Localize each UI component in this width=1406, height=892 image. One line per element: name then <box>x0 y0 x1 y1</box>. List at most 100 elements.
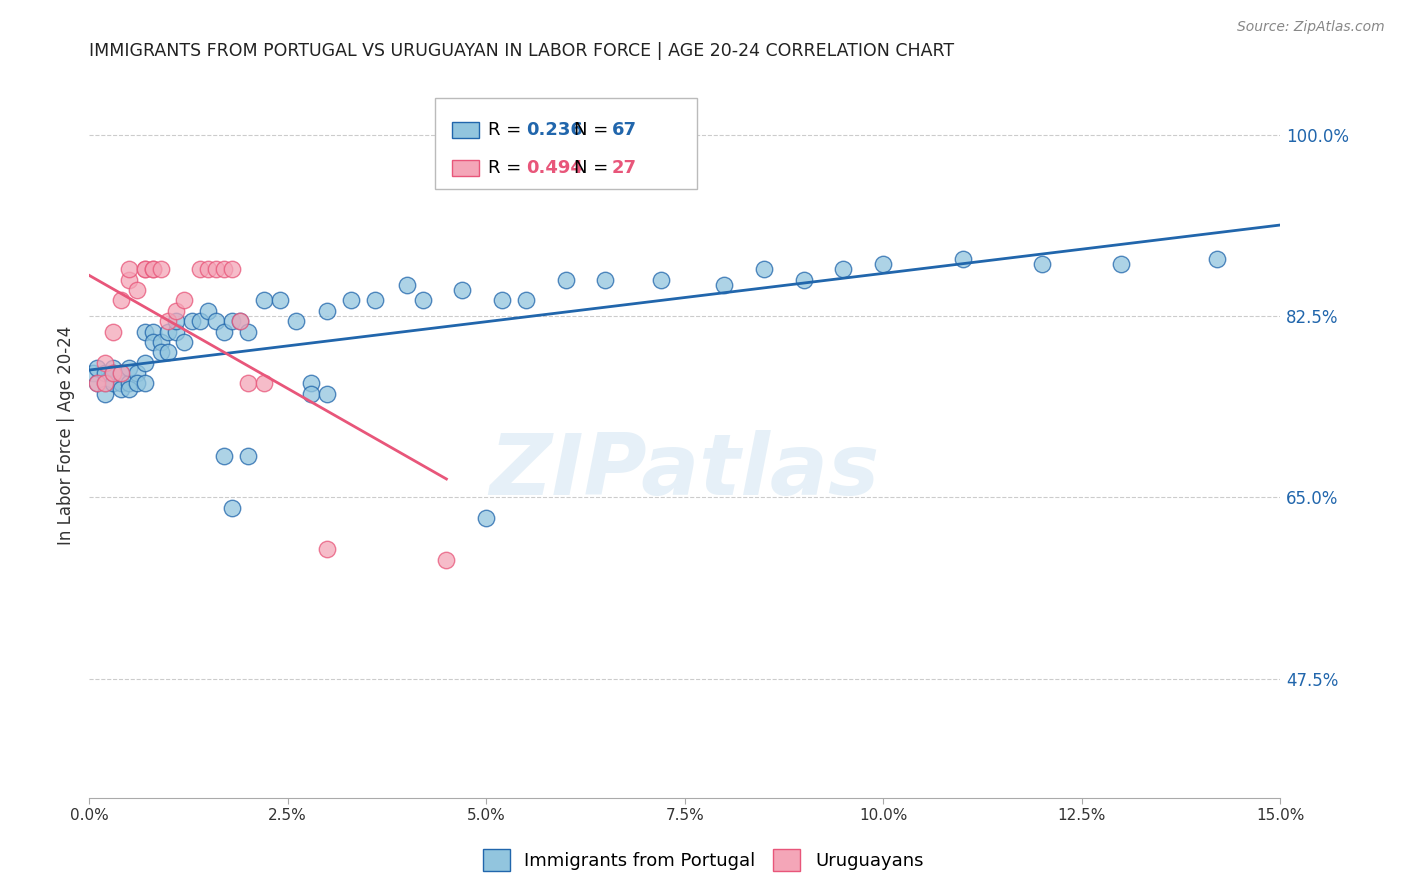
Point <box>134 325 156 339</box>
Point <box>165 325 187 339</box>
Point <box>284 314 307 328</box>
Point <box>340 293 363 308</box>
Text: ZIPatlas: ZIPatlas <box>489 430 880 513</box>
Point <box>253 376 276 391</box>
Point <box>157 345 180 359</box>
Text: IMMIGRANTS FROM PORTUGAL VS URUGUAYAN IN LABOR FORCE | AGE 20-24 CORRELATION CHA: IMMIGRANTS FROM PORTUGAL VS URUGUAYAN IN… <box>89 42 955 60</box>
Point <box>142 262 165 277</box>
Point <box>110 376 132 391</box>
Point <box>475 511 498 525</box>
Point <box>229 314 252 328</box>
Point <box>134 356 156 370</box>
Point <box>236 376 259 391</box>
Point <box>110 382 132 396</box>
Point <box>364 293 387 308</box>
FancyBboxPatch shape <box>434 98 696 188</box>
Point <box>952 252 974 266</box>
Point <box>134 376 156 391</box>
Point <box>236 449 259 463</box>
Point <box>86 376 108 391</box>
Point <box>515 293 537 308</box>
Text: N =: N = <box>574 120 614 139</box>
Point <box>212 325 235 339</box>
Point <box>1031 257 1053 271</box>
Point <box>118 360 141 375</box>
Point <box>205 314 228 328</box>
Point <box>149 334 172 349</box>
Point <box>212 449 235 463</box>
Point <box>101 366 124 380</box>
Point <box>212 262 235 277</box>
Point <box>94 366 117 380</box>
Point <box>793 273 815 287</box>
Point <box>205 262 228 277</box>
Point <box>149 345 172 359</box>
Point <box>134 262 156 277</box>
Point <box>110 293 132 308</box>
Text: 67: 67 <box>612 120 637 139</box>
Point <box>412 293 434 308</box>
Y-axis label: In Labor Force | Age 20-24: In Labor Force | Age 20-24 <box>58 326 75 545</box>
Point <box>221 500 243 515</box>
Point <box>181 314 204 328</box>
Point <box>82 366 104 380</box>
Point <box>94 356 117 370</box>
Point <box>1205 252 1227 266</box>
Point <box>101 325 124 339</box>
Point <box>554 273 576 287</box>
Point <box>86 376 108 391</box>
Point <box>142 325 165 339</box>
Point <box>142 262 165 277</box>
Point <box>101 376 124 391</box>
Point <box>157 325 180 339</box>
Point <box>165 303 187 318</box>
Point <box>395 277 418 292</box>
Point <box>229 314 252 328</box>
Point <box>94 376 117 391</box>
Point <box>1111 257 1133 271</box>
Point <box>125 366 148 380</box>
Point <box>593 273 616 287</box>
Point <box>253 293 276 308</box>
Point <box>299 386 322 401</box>
Point <box>118 273 141 287</box>
Point <box>451 283 474 297</box>
Point <box>149 262 172 277</box>
Point <box>134 262 156 277</box>
FancyBboxPatch shape <box>453 161 478 177</box>
Point <box>650 273 672 287</box>
Legend: Immigrants from Portugal, Uruguayans: Immigrants from Portugal, Uruguayans <box>475 842 931 879</box>
Point <box>269 293 291 308</box>
Point <box>188 314 211 328</box>
Point <box>491 293 513 308</box>
Point <box>157 314 180 328</box>
Point <box>236 325 259 339</box>
Point <box>872 257 894 271</box>
Point <box>752 262 775 277</box>
Point <box>832 262 855 277</box>
Point <box>197 262 219 277</box>
Text: N =: N = <box>574 159 614 178</box>
Text: 0.236: 0.236 <box>526 120 583 139</box>
Point <box>142 334 165 349</box>
Point <box>110 366 132 380</box>
Point <box>118 376 141 391</box>
Point <box>316 542 339 557</box>
Point <box>188 262 211 277</box>
Point <box>94 376 117 391</box>
Text: Source: ZipAtlas.com: Source: ZipAtlas.com <box>1237 20 1385 34</box>
FancyBboxPatch shape <box>453 122 478 137</box>
Point <box>221 314 243 328</box>
Point <box>125 376 148 391</box>
Point <box>110 366 132 380</box>
Point <box>221 262 243 277</box>
Text: 0.494: 0.494 <box>526 159 583 178</box>
Point <box>165 314 187 328</box>
Point <box>436 552 458 566</box>
Text: 27: 27 <box>612 159 637 178</box>
Point <box>101 360 124 375</box>
Text: R =: R = <box>488 120 527 139</box>
Point <box>316 386 339 401</box>
Text: R =: R = <box>488 159 527 178</box>
Point <box>316 303 339 318</box>
